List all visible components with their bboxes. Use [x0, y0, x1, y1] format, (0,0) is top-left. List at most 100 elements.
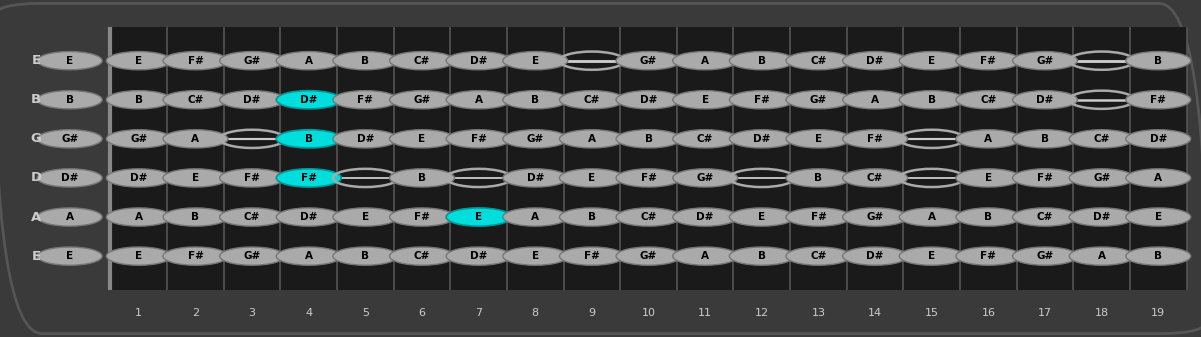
- Text: A: A: [927, 212, 936, 222]
- Circle shape: [107, 208, 172, 226]
- Circle shape: [956, 130, 1021, 148]
- Circle shape: [107, 52, 172, 70]
- Circle shape: [389, 247, 454, 265]
- Circle shape: [729, 130, 794, 148]
- Circle shape: [37, 91, 102, 109]
- Text: B: B: [758, 251, 766, 261]
- Circle shape: [163, 169, 228, 187]
- Text: 17: 17: [1038, 308, 1052, 318]
- Circle shape: [37, 52, 102, 70]
- Text: F#: F#: [980, 251, 997, 261]
- Text: 4: 4: [305, 308, 312, 318]
- Text: A: A: [1154, 173, 1163, 183]
- Circle shape: [956, 247, 1021, 265]
- Text: B: B: [1154, 251, 1163, 261]
- Circle shape: [560, 208, 625, 226]
- Text: F#: F#: [187, 251, 203, 261]
- Text: 7: 7: [476, 308, 482, 318]
- Circle shape: [220, 169, 285, 187]
- Circle shape: [1125, 169, 1190, 187]
- Text: C#: C#: [811, 56, 826, 66]
- Text: D#: D#: [244, 95, 261, 105]
- Circle shape: [446, 130, 512, 148]
- Circle shape: [389, 52, 454, 70]
- Text: B: B: [927, 95, 936, 105]
- Circle shape: [333, 91, 398, 109]
- Text: D#: D#: [640, 95, 657, 105]
- Text: B: B: [362, 56, 370, 66]
- Circle shape: [673, 130, 737, 148]
- Circle shape: [333, 130, 398, 148]
- Text: B: B: [305, 134, 312, 144]
- Circle shape: [843, 91, 908, 109]
- Text: G#: G#: [527, 134, 544, 144]
- Circle shape: [333, 52, 398, 70]
- Circle shape: [785, 169, 852, 187]
- Text: 11: 11: [698, 308, 712, 318]
- Circle shape: [503, 247, 568, 265]
- Circle shape: [446, 208, 512, 226]
- Circle shape: [616, 130, 681, 148]
- Text: D#: D#: [753, 134, 771, 144]
- Circle shape: [1125, 52, 1190, 70]
- Circle shape: [389, 208, 454, 226]
- Text: B: B: [985, 212, 992, 222]
- Circle shape: [785, 247, 852, 265]
- Text: F#: F#: [867, 134, 883, 144]
- Text: F#: F#: [300, 173, 317, 183]
- Text: C#: C#: [697, 134, 713, 144]
- Text: E: E: [815, 134, 821, 144]
- Circle shape: [276, 208, 341, 226]
- Circle shape: [729, 91, 794, 109]
- Text: 2: 2: [192, 308, 199, 318]
- Circle shape: [900, 91, 964, 109]
- Circle shape: [1012, 52, 1077, 70]
- Circle shape: [276, 52, 341, 70]
- Text: E: E: [532, 251, 539, 261]
- Text: D#: D#: [1149, 134, 1167, 144]
- Text: E: E: [362, 212, 369, 222]
- Text: G#: G#: [640, 251, 657, 261]
- Text: E: E: [192, 173, 199, 183]
- Text: A: A: [31, 211, 41, 223]
- Circle shape: [503, 169, 568, 187]
- Text: G#: G#: [1093, 173, 1110, 183]
- Circle shape: [163, 130, 228, 148]
- Text: 9: 9: [588, 308, 596, 318]
- Text: B: B: [758, 56, 766, 66]
- Text: E: E: [476, 212, 482, 222]
- Circle shape: [673, 52, 737, 70]
- Text: D#: D#: [866, 56, 884, 66]
- Text: A: A: [701, 251, 709, 261]
- Circle shape: [843, 169, 908, 187]
- Text: G#: G#: [866, 212, 884, 222]
- Circle shape: [37, 247, 102, 265]
- Text: B: B: [31, 93, 41, 106]
- Text: E: E: [588, 173, 596, 183]
- Text: G#: G#: [697, 173, 713, 183]
- Circle shape: [220, 247, 285, 265]
- Text: D#: D#: [300, 212, 317, 222]
- Text: 3: 3: [249, 308, 256, 318]
- Text: D#: D#: [866, 251, 884, 261]
- Text: B: B: [418, 173, 426, 183]
- Text: A: A: [1098, 251, 1106, 261]
- Text: D#: D#: [697, 212, 713, 222]
- Text: E: E: [31, 250, 41, 263]
- Circle shape: [276, 169, 341, 187]
- Circle shape: [389, 169, 454, 187]
- Circle shape: [1125, 247, 1190, 265]
- Circle shape: [900, 208, 964, 226]
- Text: E: E: [758, 212, 765, 222]
- Text: B: B: [362, 251, 370, 261]
- Circle shape: [843, 130, 908, 148]
- Text: G#: G#: [61, 134, 78, 144]
- Circle shape: [107, 130, 172, 148]
- Text: 10: 10: [641, 308, 656, 318]
- Bar: [110, 27, 1187, 290]
- Text: B: B: [135, 95, 143, 105]
- Circle shape: [729, 208, 794, 226]
- Text: F#: F#: [358, 95, 374, 105]
- Circle shape: [446, 91, 512, 109]
- Text: D#: D#: [61, 173, 78, 183]
